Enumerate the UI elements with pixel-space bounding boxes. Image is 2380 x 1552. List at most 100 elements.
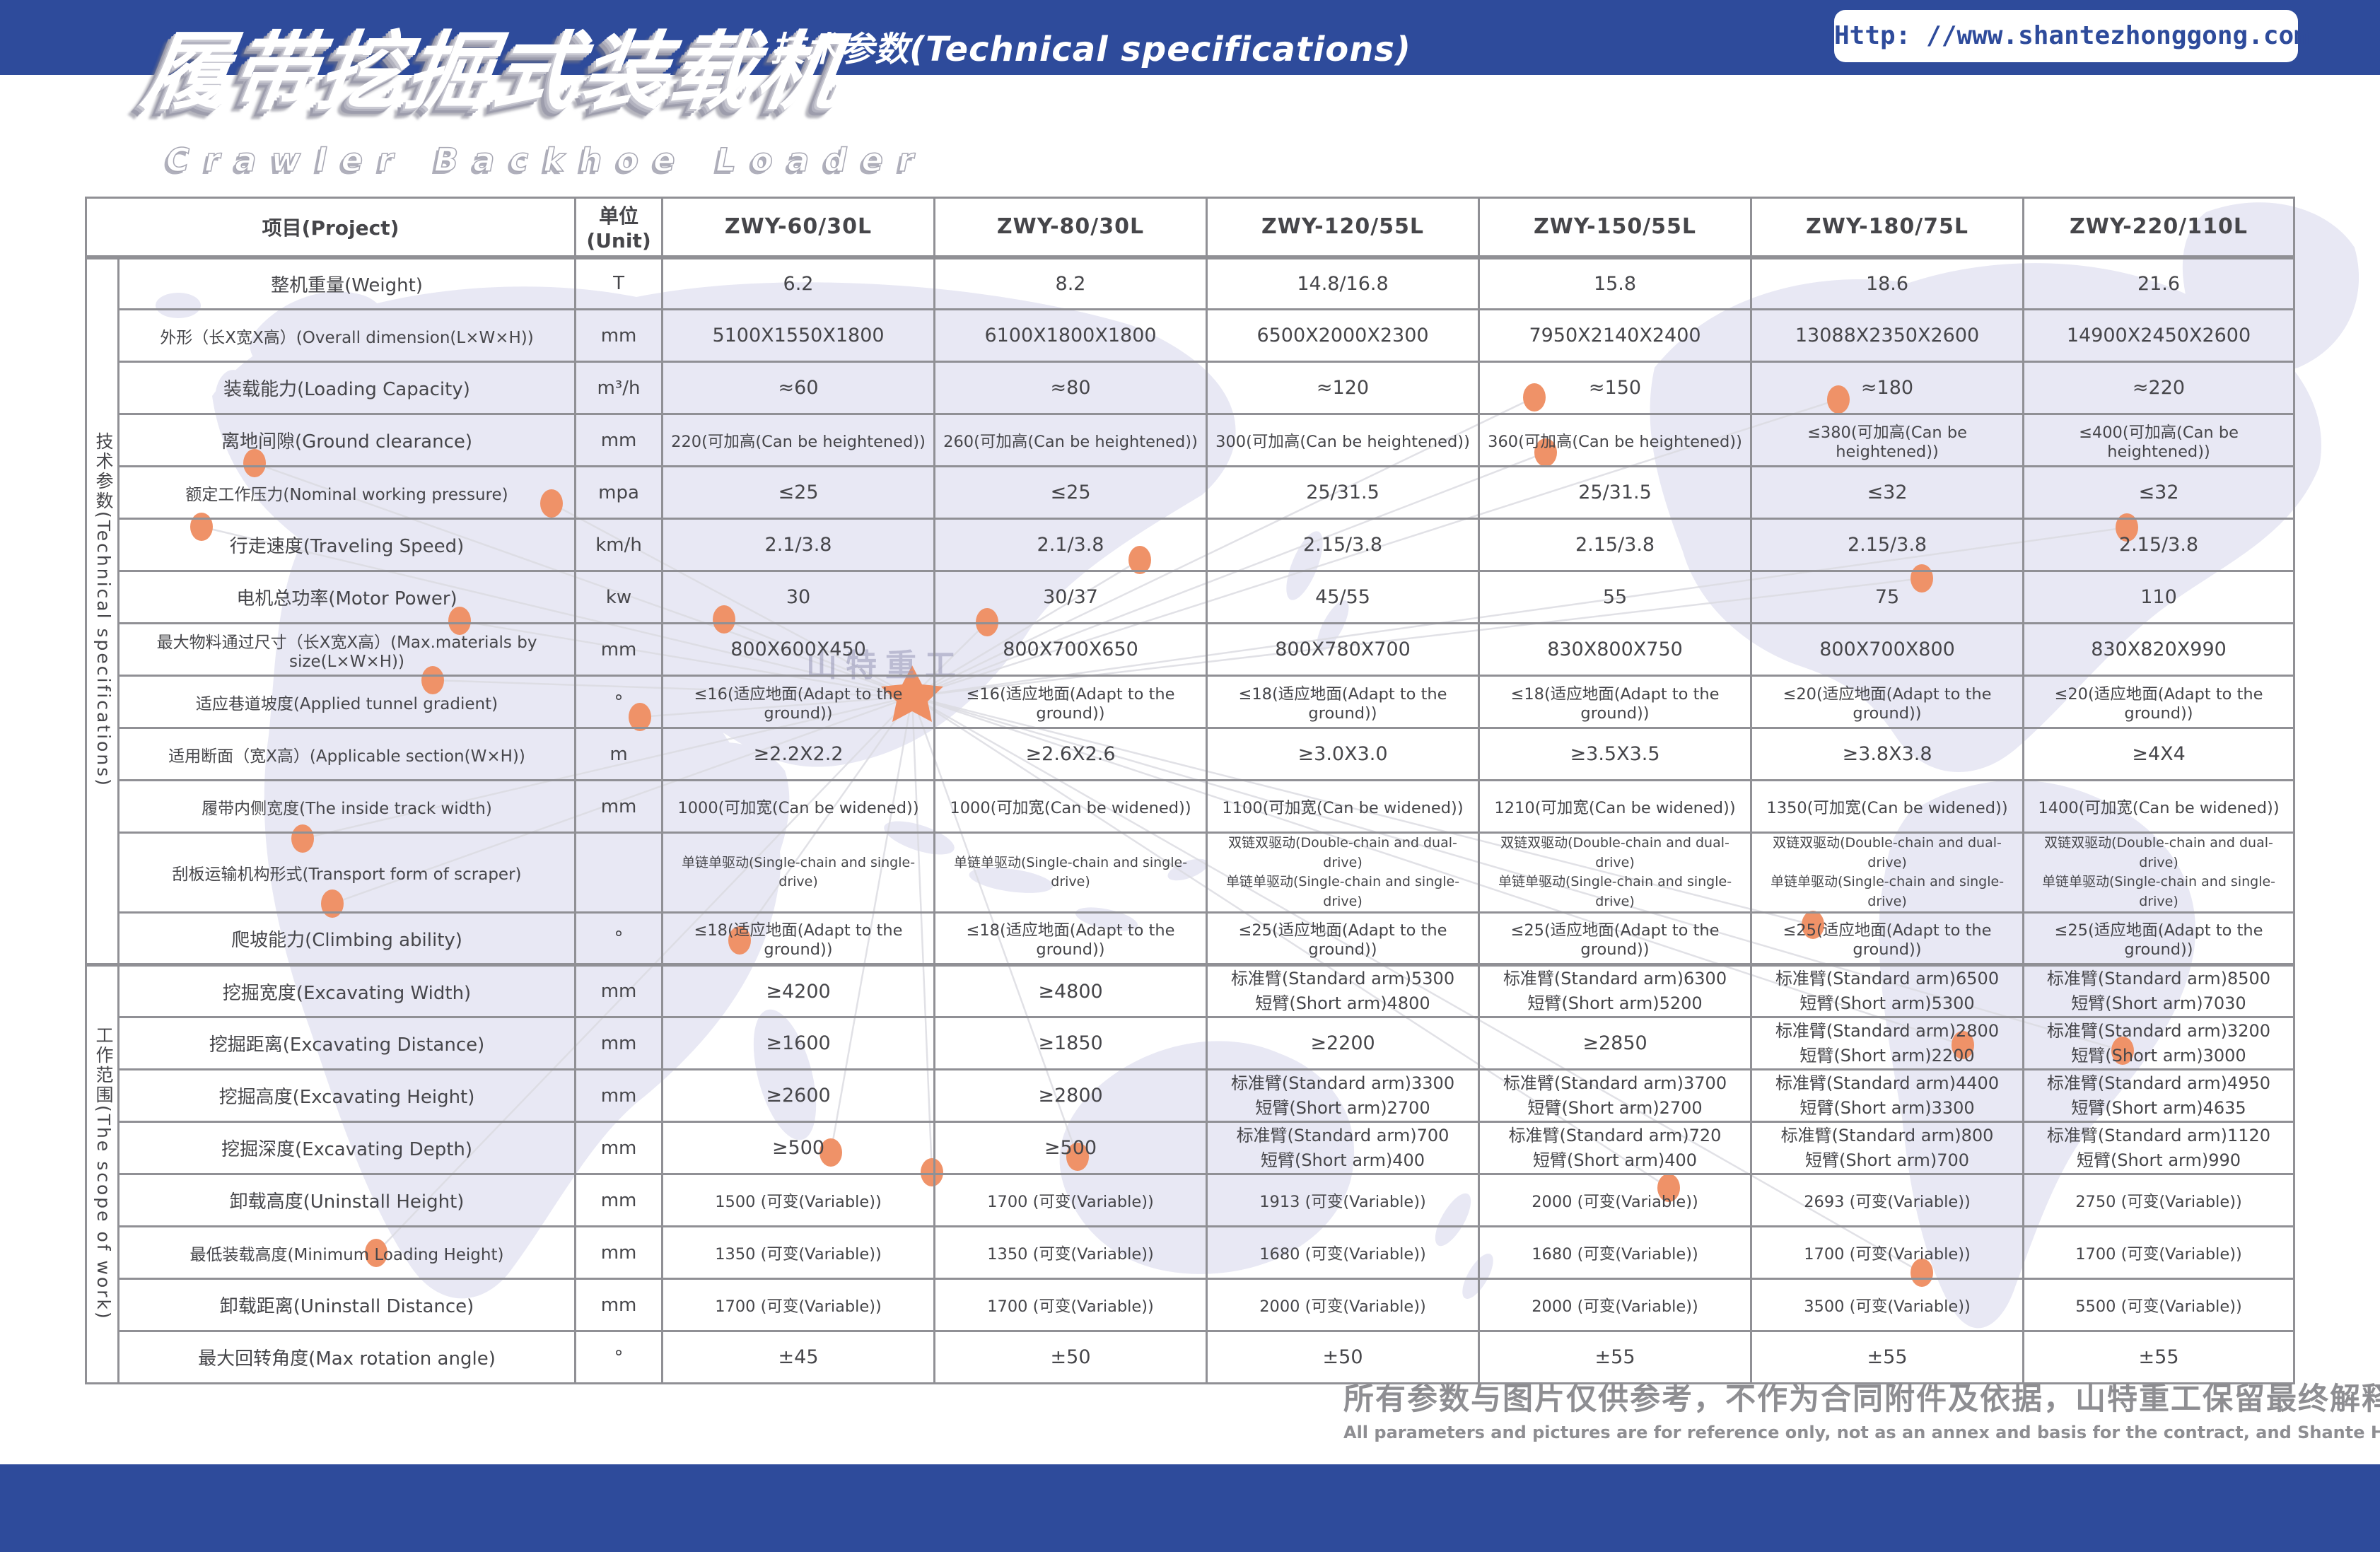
value-cell: ≤25(适应地面(Adapt to the ground)) xyxy=(1206,911,1481,967)
value-cell: ≈150 xyxy=(1478,361,1753,415)
value-cell: ≈80 xyxy=(933,361,1208,415)
unit-cell: mm xyxy=(574,963,664,1019)
table-row: 技术参数(Technical specifications) 整机重量(Weigh… xyxy=(85,255,2295,967)
value-cell: ±55 xyxy=(2022,1330,2295,1385)
value-cell: 25/31.5 xyxy=(1478,465,1753,520)
row-label: 履带内侧宽度(The inside track width) xyxy=(117,779,577,834)
value-cell: 6100X1800X1800 xyxy=(933,308,1208,363)
table-row: 刮板运输机构形式(Transport form of scraper) 单链单驱动… xyxy=(86,831,2295,914)
value-cell: ±45 xyxy=(661,1330,936,1385)
value-cell: 双链双驱动(Double-chain and dual-drive) 单链单驱动… xyxy=(1750,831,2025,914)
value-cell: 30 xyxy=(661,570,936,624)
value-cell: 2000 (可变(Variable)) xyxy=(1478,1278,1753,1333)
value-cell: ≥1850 xyxy=(933,1016,1208,1071)
value-cell: ≤400(可加高(Can be heightened)) xyxy=(2022,413,2295,467)
table-row: 外形（长X宽X高）(Overall dimension(L×W×H)) mm 510… xyxy=(86,308,2295,363)
value-cell: ≤25 xyxy=(661,465,936,520)
unit-cell: mm xyxy=(574,1016,664,1071)
value-cell: 5100X1550X1800 xyxy=(661,308,936,363)
row-label: 刮板运输机构形式(Transport form of scraper) xyxy=(117,831,577,914)
value-cell: 55 xyxy=(1478,570,1753,624)
spec-table: 项目(Project) 单位(Unit) ZWY-60/30L ZWY-80/30L Z… xyxy=(84,197,2295,1385)
column-header-model-1: ZWY-80/30L xyxy=(933,197,1208,259)
value-cell: 标准臂(Standard arm)8500 短臂(Short arm)7030 xyxy=(2022,963,2295,1019)
table-row: 最低装载高度(Minimum Loading Height) mm 1350 (可变… xyxy=(86,1225,2295,1280)
group-label-0: 技术参数(Technical specifications) xyxy=(85,255,119,967)
value-cell: ±55 xyxy=(1478,1330,1753,1385)
value-cell: ≥3.0X3.0 xyxy=(1206,727,1481,781)
row-label: 卸载高度(Uninstall Height) xyxy=(117,1173,577,1228)
value-cell: 45/55 xyxy=(1206,570,1481,624)
value-cell: 标准臂(Standard arm)4950 短臂(Short arm)4635 xyxy=(2022,1068,2295,1124)
value-cell: 800X600X450 xyxy=(661,622,936,677)
value-cell: 标准臂(Standard arm)3700 短臂(Short arm)2700 xyxy=(1478,1068,1753,1124)
value-cell: 830X820X990 xyxy=(2022,622,2295,677)
value-cell: 2.1/3.8 xyxy=(661,518,936,572)
value-cell: 300(可加高(Can be heightened)) xyxy=(1206,413,1481,467)
value-cell: ≤25(适应地面(Adapt to the ground)) xyxy=(2022,911,2295,967)
row-label: 最大物料通过尺寸（长X宽X高）(Max.materials by size(L×… xyxy=(117,622,577,677)
column-header-project: 项目(Project) xyxy=(84,197,577,259)
unit-cell: mm xyxy=(574,1278,664,1333)
value-cell: 2.15/3.8 xyxy=(1478,518,1753,572)
table-row: 履带内侧宽度(The inside track width) mm 1000(可加宽… xyxy=(86,779,2295,834)
row-label: 卸载距离(Uninstall Distance) xyxy=(117,1278,577,1333)
row-label: 适用断面（宽X高）(Applicable section(W×H)) xyxy=(117,727,577,781)
unit-cell: mm xyxy=(574,1068,664,1124)
group-label-1: 工作范围(The scope of work) xyxy=(85,963,119,1385)
value-cell: 2750 (可变(Variable)) xyxy=(2022,1173,2295,1228)
value-cell: ≥1600 xyxy=(661,1016,936,1071)
value-cell: 标准臂(Standard arm)6500 短臂(Short arm)5300 xyxy=(1750,963,2025,1019)
table-row: 挖掘距离(Excavating Distance) mm ≥1600 ≥1850 ≥22… xyxy=(86,1016,2295,1071)
value-cell: ≤20(适应地面(Adapt to the ground)) xyxy=(1750,675,2025,729)
value-cell: 标准臂(Standard arm)3200 短臂(Short arm)3000 xyxy=(2022,1016,2295,1071)
value-cell: ≈120 xyxy=(1206,361,1481,415)
value-cell: ≈180 xyxy=(1750,361,2025,415)
value-cell: 15.8 xyxy=(1478,256,1753,310)
value-cell: 260(可加高(Can be heightened)) xyxy=(933,413,1208,467)
value-cell: 标准臂(Standard arm)720 短臂(Short arm)400 xyxy=(1478,1121,1753,1176)
value-cell: 14900X2450X2600 xyxy=(2022,308,2295,363)
page-title-en: Crawler Backhoe Loader xyxy=(165,141,929,180)
value-cell: ≥2.2X2.2 xyxy=(661,727,936,781)
row-label: 离地间隙(Ground clearance) xyxy=(117,413,577,467)
value-cell: 1350 (可变(Variable)) xyxy=(933,1225,1208,1280)
unit-cell: mm xyxy=(574,1121,664,1176)
value-cell: ≤16(适应地面(Adapt to the ground)) xyxy=(933,675,1208,729)
unit-cell: ° xyxy=(574,675,664,729)
value-cell: 3500 (可变(Variable)) xyxy=(1750,1278,2025,1333)
value-cell: ≤25(适应地面(Adapt to the ground)) xyxy=(1478,911,1753,967)
value-cell: 1700 (可变(Variable)) xyxy=(1750,1225,2025,1280)
table-row: 离地间隙(Ground clearance) mm 220(可加高(Can be h… xyxy=(86,413,2295,467)
table-row: 挖掘深度(Excavating Depth) mm ≥500 ≥500 标准臂(Stan… xyxy=(86,1121,2295,1176)
row-label: 额定工作压力(Nominal working pressure) xyxy=(117,465,577,520)
value-cell: 220(可加高(Can be heightened)) xyxy=(661,413,936,467)
value-cell: ≥2200 xyxy=(1206,1016,1481,1071)
website-link[interactable]: Http: //www.shantezhonggong.com xyxy=(1834,10,2309,62)
disclaimer-en: All parameters and pictures are for refe… xyxy=(1343,1423,2380,1442)
table-row: 行走速度(Traveling Speed) km/h 2.1/3.8 2.1/3.8 2… xyxy=(86,518,2295,572)
table-row: 卸载距离(Uninstall Distance) mm 1700 (可变(Varia… xyxy=(86,1278,2295,1333)
value-cell: 标准臂(Standard arm)1120 短臂(Short arm)990 xyxy=(2022,1121,2295,1176)
column-header-model-0: ZWY-60/30L xyxy=(661,197,936,259)
unit-cell: m xyxy=(574,727,664,781)
value-cell: 标准臂(Standard arm)800 短臂(Short arm)700 xyxy=(1750,1121,2025,1176)
disclaimer: 所有参数与图片仅供参考，不作为合同附件及依据，山特重工保留最终解释权。 All … xyxy=(1343,1375,2380,1442)
value-cell: 1680 (可变(Variable)) xyxy=(1478,1225,1753,1280)
website-url-text: Http: //www.shantezhonggong.com xyxy=(1834,21,2309,50)
row-label: 行走速度(Traveling Speed) xyxy=(117,518,577,572)
table-row: 适用断面（宽X高）(Applicable section(W×H)) m ≥2.2X… xyxy=(86,727,2295,781)
value-cell: 双链双驱动(Double-chain and dual-drive) 单链单驱动… xyxy=(2022,831,2295,914)
unit-cell: mm xyxy=(574,1225,664,1280)
value-cell: 1700 (可变(Variable)) xyxy=(2022,1225,2295,1280)
unit-cell: mm xyxy=(574,1173,664,1228)
value-cell: 2000 (可变(Variable)) xyxy=(1206,1278,1481,1333)
value-cell: 8.2 xyxy=(933,256,1208,310)
value-cell: 1400(可加宽(Can be widened)) xyxy=(2022,779,2295,834)
row-label: 挖掘高度(Excavating Height) xyxy=(117,1068,577,1124)
row-label: 爬坡能力(Climbing ability) xyxy=(117,911,577,967)
value-cell: ≤32 xyxy=(1750,465,2025,520)
value-cell: 21.6 xyxy=(2022,256,2295,310)
value-cell: 双链双驱动(Double-chain and dual-drive) 单链单驱动… xyxy=(1478,831,1753,914)
value-cell: ≤25 xyxy=(933,465,1208,520)
